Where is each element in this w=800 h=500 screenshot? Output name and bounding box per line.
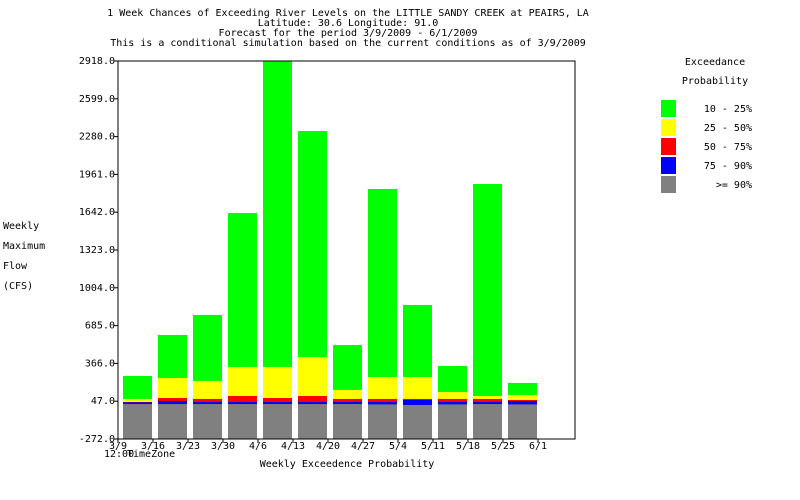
y-tick-label: 1961.0 (79, 169, 115, 180)
y-tick-label: -272.0 (79, 434, 115, 445)
chart-title: This is a conditional simulation based o… (110, 38, 586, 49)
bar (193, 404, 222, 439)
bar (298, 404, 327, 439)
bar (263, 404, 292, 439)
y-axis-label: Flow (3, 261, 28, 272)
chart-title: Latitude: 30.6 Longitude: 91.0 (258, 18, 439, 29)
x-tick-label: 5/25 (491, 441, 515, 452)
footnote: TimeZone (127, 449, 175, 460)
legend-label: 10 - 25% (704, 104, 752, 115)
chart-title: Forecast for the period 3/9/2009 - 6/1/2… (219, 28, 478, 39)
bar (403, 404, 432, 439)
legend-swatch (661, 138, 676, 155)
y-tick-label: 1004.0 (79, 283, 115, 294)
bar (158, 404, 187, 439)
y-tick-label: 1323.0 (79, 245, 115, 256)
x-tick-label: 5/11 (421, 441, 445, 452)
bar (473, 404, 502, 439)
bar (508, 404, 537, 439)
y-tick-label: 2599.0 (79, 94, 115, 105)
x-tick-label: 3/23 (176, 441, 200, 452)
legend-label: 50 - 75% (704, 142, 752, 153)
x-tick-label: 3/30 (211, 441, 235, 452)
legend-swatch (661, 119, 676, 136)
x-tick-label: 3/16 (141, 441, 165, 452)
x-tick-label: 4/20 (316, 441, 340, 452)
legend-swatch (661, 157, 676, 174)
chart-title: 1 Week Chances of Exceeding River Levels… (107, 8, 589, 19)
legend-title: Probability (682, 76, 748, 87)
x-tick-label: 4/27 (351, 441, 375, 452)
y-tick-label: 2918.0 (79, 56, 115, 67)
legend-label: 25 - 50% (704, 123, 752, 134)
y-axis-label: Weekly (3, 221, 39, 232)
y-axis-label: Maximum (3, 241, 45, 252)
y-axis-label: (CFS) (3, 281, 33, 292)
legend-swatch (661, 100, 676, 117)
x-tick-label: 4/6 (249, 441, 267, 452)
bar (228, 404, 257, 439)
y-tick-label: 366.0 (85, 358, 115, 369)
x-tick-label: 3/9 (109, 441, 127, 452)
y-tick-label: 1642.0 (79, 207, 115, 218)
x-tick-label: 5/18 (456, 441, 480, 452)
bar (123, 404, 152, 439)
legend-swatch (661, 176, 676, 193)
bar (368, 404, 397, 439)
x-tick-label: 4/13 (281, 441, 305, 452)
legend-label: >= 90% (716, 180, 752, 191)
bar (333, 404, 362, 439)
bar (438, 404, 467, 439)
legend-title: Exceedance (685, 57, 745, 68)
y-tick-label: 47.0 (91, 396, 115, 407)
x-tick-label: 5/4 (389, 441, 407, 452)
x-axis-label: Weekly Exceedence Probability (260, 459, 435, 470)
y-tick-label: 685.0 (85, 321, 115, 332)
y-tick-label: 2280.0 (79, 132, 115, 143)
footnote: 12:00 (104, 449, 134, 460)
x-tick-label: 6/1 (529, 441, 547, 452)
legend-label: 75 - 90% (704, 161, 752, 172)
